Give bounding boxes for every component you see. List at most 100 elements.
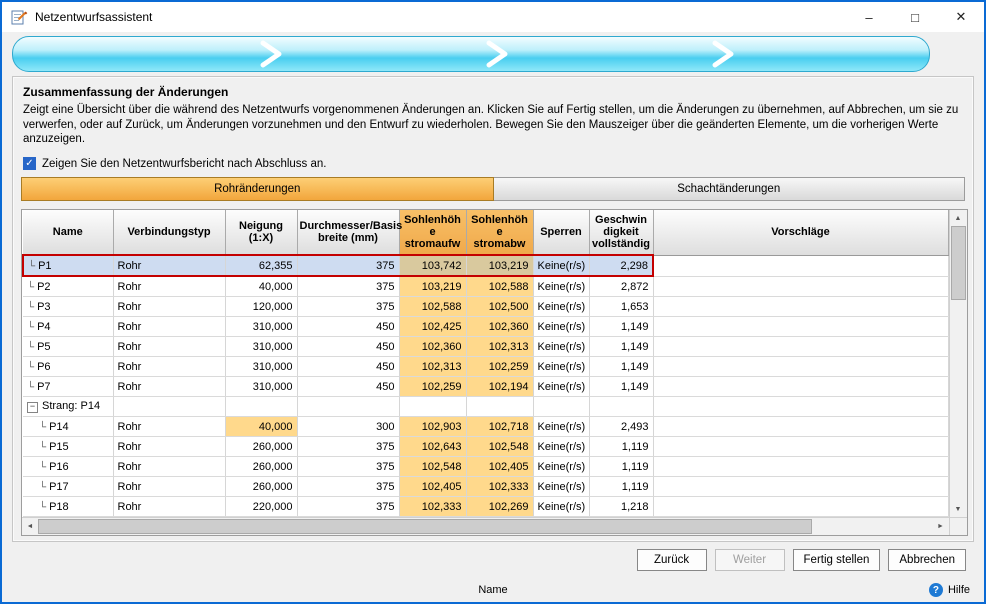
cell-suggestion [653,436,949,458]
chevron-right-icon [260,40,282,68]
pipe-row[interactable]: └ P15 Rohr 260,000 375 102,643 102,548 Keine(r/… [23,436,949,458]
cell-diameter: 300 [297,416,400,438]
cell-invert-down: 102,269 [466,496,534,518]
cell-type: Rohr [113,436,226,458]
column-header-velocity[interactable]: Geschwin digkeit vollständig [589,210,654,256]
cell-type: Rohr [113,456,226,478]
window-controls: – □ ✕ [846,2,984,32]
scroll-up-icon[interactable]: ▲ [954,214,962,222]
pipe-row[interactable]: └ P5 Rohr 310,000 450 102,360 102,313 Keine(r/s… [23,336,949,358]
cell-invert-up [399,396,467,418]
back-button[interactable]: Zurück [636,549,707,571]
cell-name: └ P17 [23,476,114,498]
vertical-scroll-track[interactable] [950,300,967,501]
cell-diameter: 375 [297,254,400,278]
pipe-row[interactable]: └ P2 Rohr 40,000 375 103,219 102,588 Keine(r/s)… [23,276,949,298]
cell-slope [225,396,298,418]
cell-velocity [589,396,654,418]
pipe-row[interactable]: └ P3 Rohr 120,000 375 102,588 102,500 Keine(r/s… [23,296,949,318]
column-header-invert-upstream[interactable]: Sohlenhöh e stromaufw [399,210,467,256]
report-checkbox-row[interactable]: ✓ Zeigen Sie den Netzentwurfsbericht nac… [23,157,963,171]
column-header-diameter[interactable]: Durchmesser/Basis breite (mm) [297,210,402,256]
strand-group-row[interactable]: − Strang: P14 [23,396,949,418]
cell-invert-up: 102,643 [399,436,467,458]
cell-lock: Keine(r/s) [533,356,590,378]
column-header-invert-downstream[interactable]: Sohlenhöh e stromabw [466,210,534,256]
cell-invert-down: 103,219 [466,254,534,278]
cell-invert-up: 102,360 [399,336,467,358]
cell-suggestion [653,316,949,338]
tree-branch-icon: └ [27,281,35,293]
pipe-row[interactable]: └ P1 Rohr 62,355 375 103,742 103,219 Keine(r/s)… [22,254,949,278]
pipe-row[interactable]: └ P18 Rohr 220,000 375 102,333 102,269 Keine(r/… [23,496,949,518]
vertical-scrollbar[interactable]: ▲ ▼ [948,210,967,518]
pipe-row[interactable]: └ P4 Rohr 310,000 450 102,425 102,360 Keine(r/s… [23,316,949,338]
table-header-row: Name Verbindungstyp Neigung (1:X) Durchm… [23,210,949,256]
status-text: Name [478,584,508,596]
cell-lock: Keine(r/s) [533,416,590,438]
cell-invert-down: 102,259 [466,356,534,378]
tab-pipe-changes[interactable]: Rohränderungen [21,177,494,202]
column-header-name[interactable]: Name [23,210,114,256]
cell-name: └ P14 [23,416,114,438]
cell-invert-up: 102,405 [399,476,467,498]
next-button[interactable]: Weiter [714,549,785,571]
close-button[interactable]: ✕ [955,9,967,24]
cell-name: └ P3 [23,296,114,318]
cell-diameter: 450 [297,316,400,338]
pipe-row[interactable]: └ P17 Rohr 260,000 375 102,405 102,333 Keine(r/… [23,476,949,498]
tab-structure-changes[interactable]: Schachtänderungen [493,177,965,202]
cell-lock: Keine(r/s) [533,376,590,398]
wizard-chevrons [260,40,734,68]
collapse-toggle-icon[interactable]: − [27,402,38,414]
cell-lock: Keine(r/s) [533,476,590,498]
cell-diameter: 375 [297,276,400,298]
pipe-row[interactable]: └ P6 Rohr 310,000 450 102,313 102,259 Keine(r/s… [23,356,949,378]
cell-diameter: 450 [297,356,400,378]
cell-lock: Keine(r/s) [533,276,590,298]
column-header-locks[interactable]: Sperren [533,210,590,256]
cell-invert-up: 102,333 [399,496,467,518]
scroll-right-icon[interactable]: ► [937,523,944,531]
column-header-slope[interactable]: Neigung (1:X) [225,210,298,256]
cell-suggestion [653,276,949,298]
cell-diameter [297,396,400,418]
cell-diameter: 450 [297,376,400,398]
scroll-down-icon[interactable]: ▼ [954,505,962,513]
cell-velocity: 2,298 [589,254,654,278]
cell-invert-down: 102,718 [466,416,534,438]
cell-slope: 310,000 [225,336,298,358]
cell-slope: 260,000 [225,436,298,458]
finish-button[interactable]: Fertig stellen [792,549,881,571]
tree-branch-icon: └ [39,441,47,453]
maximize-button[interactable]: □ [911,9,919,25]
scroll-left-icon[interactable]: ◄ [26,523,34,531]
cell-type: Rohr [113,376,226,398]
cell-suggestion [653,416,949,438]
minimize-button[interactable]: – [865,9,873,25]
horizontal-scrollbar[interactable]: ◄ ► [22,517,967,536]
pipe-row[interactable]: └ P7 Rohr 310,000 450 102,259 102,194 Keine(r/s… [23,376,949,398]
cell-lock: Keine(r/s) [533,316,590,338]
tree-branch-icon: └ [39,461,47,473]
cell-invert-up: 103,219 [399,276,467,298]
pipe-row[interactable]: └ P14 Rohr 40,000 300 102,903 102,718 Keine(r/s… [23,416,949,438]
chevron-right-icon [712,40,734,68]
cell-slope: 310,000 [225,376,298,398]
report-checkbox[interactable]: ✓ [23,157,36,171]
help-button[interactable]: ? Hilfe [928,583,984,597]
vertical-scroll-thumb[interactable] [950,226,966,301]
page-description: Zeigt eine Übersicht über die während de… [23,104,959,146]
horizontal-scroll-track[interactable] [812,518,933,535]
cell-diameter: 375 [297,436,400,458]
cell-invert-down: 102,313 [466,336,534,358]
pipe-row[interactable]: └ P16 Rohr 260,000 375 102,548 102,405 Keine(r/… [23,456,949,478]
column-header-suggestions[interactable]: Vorschläge [653,210,949,256]
page-title: Zusammenfassung der Änderungen [23,85,229,99]
cancel-button[interactable]: Abbrechen [888,549,966,571]
cell-invert-down [466,396,534,418]
horizontal-scroll-thumb[interactable] [38,519,812,535]
tree-branch-icon: └ [27,321,35,333]
wizard-step-bar [2,32,984,76]
column-header-connection-type[interactable]: Verbindungstyp [113,210,226,256]
